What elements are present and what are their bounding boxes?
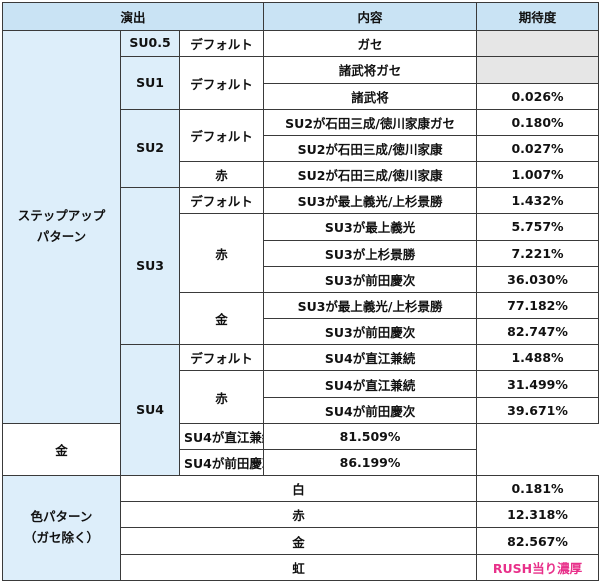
table-row: 色パターン （ガセ除く） 白 0.181%	[2, 475, 600, 581]
su3-content-3: SU3が上杉景勝	[263, 239, 478, 267]
su3-content-6: SU3が前田慶次	[263, 318, 478, 346]
su3-label: SU3	[120, 187, 180, 346]
table-row: SU1 デフォルト 諸武将ガセ	[3, 56, 600, 110]
su3-content-4: SU3が前田慶次	[263, 265, 478, 293]
table-row: 赤 SU4が直江兼続 31.499%	[3, 370, 600, 424]
su2-content-2: SU2が石田三成/徳川家康	[263, 134, 478, 163]
su2-variant-red: 赤	[178, 161, 265, 189]
su4-label: SU4	[120, 344, 180, 477]
header-naiyou: 内容	[263, 1, 478, 32]
table-row: 赤 SU3が最上義光 5.757%	[3, 213, 600, 293]
color-gold: 金	[119, 527, 478, 555]
header-kitaido: 期待度	[476, 1, 600, 32]
su2-label: SU2	[120, 108, 180, 189]
su4-value-2: 31.499%	[476, 370, 600, 398]
su2-content-3: SU2が石田三成/徳川家康	[263, 161, 478, 189]
table-row: SU3が上杉景勝 7.221%	[3, 239, 600, 267]
su3-value-3: 7.221%	[476, 239, 600, 267]
su4-value-1: 1.488%	[476, 344, 600, 372]
rush-guaranteed-text: RUSH当り濃厚	[476, 553, 600, 582]
su4-variant-default: デフォルト	[178, 344, 265, 372]
su3-value-5: 77.182%	[476, 291, 600, 320]
su3-content-2: SU3が最上義光	[263, 213, 478, 241]
su1-label: SU1	[120, 56, 180, 110]
su4-value-3: 39.671%	[476, 396, 600, 424]
stepup-label-line1: ステップアップ	[17, 208, 106, 224]
table-row: 諸武将 0.026%	[3, 82, 600, 110]
table-row: 金 SU4が直江兼続 81.509%	[2, 422, 599, 477]
stepup-pattern-label: ステップアップ パターン	[2, 30, 121, 424]
table-row: 赤 12.318%	[3, 501, 600, 529]
su3-value-4: 36.030%	[476, 265, 600, 293]
color-rainbow: 虹	[119, 553, 478, 582]
su4-content-1: SU4が直江兼続	[263, 344, 478, 372]
su4-content-4: SU4が直江兼続	[178, 422, 265, 450]
table-row: SU3が前田慶次 82.747%	[3, 318, 600, 346]
su2-content-1: SU2が石田三成/徳川家康ガセ	[263, 108, 478, 136]
su1-content-1: 諸武将ガセ	[263, 56, 478, 84]
table-row: 虹 RUSH当り濃厚	[3, 553, 600, 582]
table-row: 赤 SU2が石田三成/徳川家康 1.007%	[3, 161, 600, 189]
su2-value-1: 0.180%	[476, 108, 600, 136]
su4-content-3: SU4が前田慶次	[263, 396, 478, 424]
su05-label: SU0.5	[120, 30, 180, 58]
su4-variant-gold: 金	[2, 422, 121, 477]
su05-content: ガセ	[263, 30, 478, 58]
su3-value-2: 5.757%	[476, 213, 600, 241]
color-gold-value: 82.567%	[476, 527, 600, 555]
color-white: 白	[119, 475, 478, 503]
su1-variant: デフォルト	[178, 56, 265, 110]
su4-content-2: SU4が直江兼続	[263, 370, 478, 398]
table-row: SU2 デフォルト SU2が石田三成/徳川家康ガセ 0.180%	[3, 108, 600, 189]
su05-value-empty	[476, 30, 600, 58]
color-pattern-label: 色パターン （ガセ除く）	[2, 475, 121, 581]
table-row: 金 82.567%	[3, 527, 600, 555]
su2-value-2: 0.027%	[476, 134, 600, 163]
su1-content-2: 諸武将	[263, 82, 478, 110]
su1-value-2: 0.026%	[476, 82, 600, 110]
su3-value-1: 1.432%	[476, 187, 600, 215]
su3-content-5: SU3が最上義光/上杉景勝	[263, 291, 478, 320]
su2-variant-default: デフォルト	[178, 108, 265, 163]
su4-variant-red: 赤	[178, 370, 265, 424]
su4-value-5: 86.199%	[263, 448, 478, 477]
su3-content-1: SU3が最上義光/上杉景勝	[263, 187, 478, 215]
su4-content-5: SU4が前田慶次	[178, 448, 265, 477]
stepup-label-line2: パターン	[36, 228, 87, 244]
color-pattern-label-line2: （ガセ除く）	[23, 530, 99, 546]
su3-value-6: 82.747%	[476, 318, 600, 346]
table-row: SU4 デフォルト SU4が直江兼続 1.488%	[3, 344, 600, 477]
color-red-value: 12.318%	[476, 501, 600, 529]
header-row: 演出 内容 期待度	[1, 1, 600, 32]
table-row: SU3が前田慶次 36.030%	[3, 265, 600, 293]
header-enshutsu: 演出	[1, 1, 265, 32]
su2-value-3: 1.007%	[476, 161, 600, 189]
color-white-value: 0.181%	[476, 475, 600, 503]
su3-variant-gold: 金	[178, 291, 265, 346]
su3-variant-default: デフォルト	[178, 187, 265, 215]
table-row: ステップアップ パターン SU0.5 デフォルト ガセ	[2, 30, 600, 424]
table-row: 金 SU3が最上義光/上杉景勝 77.182%	[3, 291, 600, 346]
su05-variant: デフォルト	[178, 30, 265, 58]
table-row: SU4が前田慶次 86.199%	[3, 448, 599, 477]
su1-value-1-empty	[476, 56, 600, 84]
color-pattern-label-line1: 色パターン	[30, 509, 93, 525]
su3-variant-red: 赤	[178, 213, 265, 293]
color-red: 赤	[119, 501, 478, 529]
su4-value-4: 81.509%	[263, 422, 478, 450]
